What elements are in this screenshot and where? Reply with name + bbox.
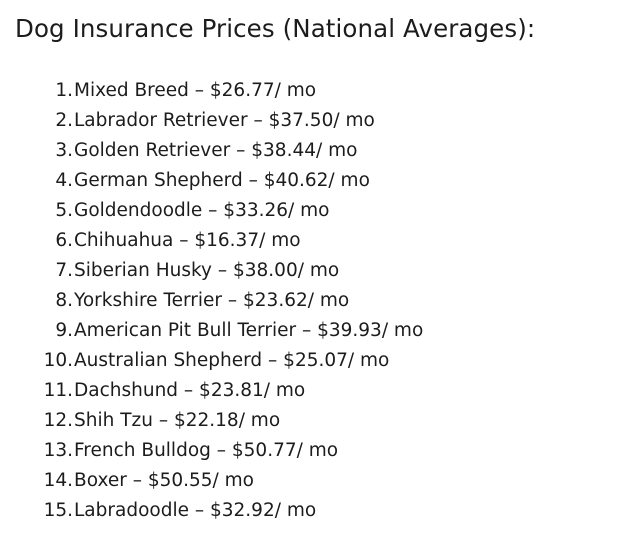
list-item-number: 14. [43, 470, 73, 491]
list-item-text: Boxer – $50.55/ mo [74, 470, 255, 491]
list-item-number: 3. [55, 140, 73, 161]
list-item: 10. Australian Shepherd – $25.07/ mo [0, 346, 423, 376]
list-item-text: Goldendoodle – $33.26/ mo [74, 200, 330, 221]
list-item: 7. Siberian Husky – $38.00/ mo [0, 256, 423, 286]
list-item: 5. Goldendoodle – $33.26/ mo [0, 196, 423, 226]
list-item-text: French Bulldog – $50.77/ mo [74, 440, 339, 461]
list-item-number: 2. [55, 110, 73, 131]
list-item-text: Labrador Retriever – $37.50/ mo [74, 110, 375, 131]
list-item-text: Yorkshire Terrier – $23.62/ mo [74, 290, 350, 311]
list-item-number: 10. [43, 350, 73, 371]
list-item-number: 8. [55, 290, 73, 311]
list-item: 6. Chihuahua – $16.37/ mo [0, 226, 423, 256]
dog-insurance-price-list: 1. Mixed Breed – $26.77/ mo 2. Labrador … [0, 76, 424, 526]
list-item-text: Chihuahua – $16.37/ mo [74, 230, 301, 251]
list-item: 12. Shih Tzu – $22.18/ mo [0, 406, 423, 436]
list-item-text: Siberian Husky – $38.00/ mo [74, 260, 340, 281]
page-heading: Dog Insurance Prices (National Averages)… [15, 14, 536, 43]
list-item-number: 6. [55, 230, 73, 251]
list-item-number: 13. [43, 440, 73, 461]
list-item-text: Dachshund – $23.81/ mo [74, 380, 306, 401]
list-item-number: 4. [55, 170, 73, 191]
list-item: 1. Mixed Breed – $26.77/ mo [0, 76, 423, 106]
list-item: 2. Labrador Retriever – $37.50/ mo [0, 106, 423, 136]
list-item: 14. Boxer – $50.55/ mo [0, 466, 423, 496]
list-item: 8. Yorkshire Terrier – $23.62/ mo [0, 286, 423, 316]
list-item-number: 15. [43, 500, 73, 521]
list-item-number: 1. [55, 80, 73, 101]
list-item-text: German Shepherd – $40.62/ mo [74, 170, 370, 191]
list-item: 11. Dachshund – $23.81/ mo [0, 376, 423, 406]
list-item-number: 12. [43, 410, 73, 431]
list-item: 15. Labradoodle – $32.92/ mo [0, 496, 423, 526]
list-item: 4. German Shepherd – $40.62/ mo [0, 166, 423, 196]
list-item-text: American Pit Bull Terrier – $39.93/ mo [74, 320, 424, 341]
list-item: 13. French Bulldog – $50.77/ mo [0, 436, 423, 466]
list-item-number: 11. [43, 380, 73, 401]
list-item-number: 5. [55, 200, 73, 221]
list-item-number: 9. [55, 320, 73, 341]
list-item-text: Australian Shepherd – $25.07/ mo [74, 350, 390, 371]
list-item-number: 7. [55, 260, 73, 281]
list-item: 9. American Pit Bull Terrier – $39.93/ m… [0, 316, 423, 346]
list-item-text: Labradoodle – $32.92/ mo [74, 500, 317, 521]
list-item-text: Shih Tzu – $22.18/ mo [74, 410, 281, 431]
list-item: 3. Golden Retriever – $38.44/ mo [0, 136, 423, 166]
list-item-text: Mixed Breed – $26.77/ mo [74, 80, 317, 101]
list-item-text: Golden Retriever – $38.44/ mo [74, 140, 358, 161]
